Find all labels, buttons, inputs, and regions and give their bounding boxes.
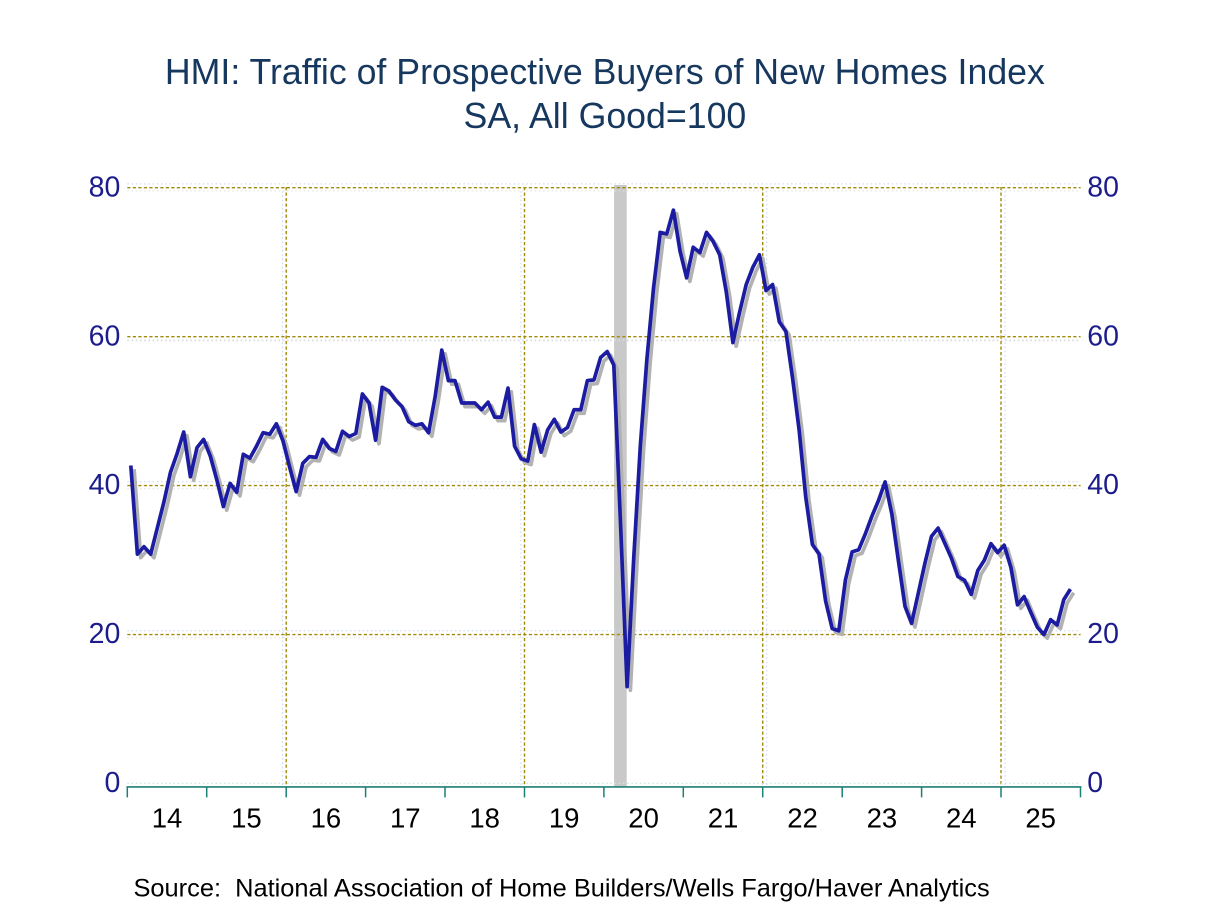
svg-text:20: 20 [1087,618,1119,650]
svg-text:15: 15 [231,803,262,834]
svg-text:21: 21 [708,803,739,834]
svg-text:Source: National Association: Source: National Association of Home Bui… [134,874,990,902]
svg-text:40: 40 [89,469,121,501]
svg-text:23: 23 [867,803,898,834]
svg-text:SA, All Good=100: SA, All Good=100 [464,96,747,136]
svg-text:20: 20 [89,618,121,650]
svg-text:16: 16 [311,803,342,834]
svg-text:19: 19 [549,803,580,834]
svg-text:24: 24 [946,803,977,834]
svg-text:40: 40 [1087,469,1119,501]
svg-text:80: 80 [1087,171,1119,203]
svg-text:0: 0 [1087,767,1103,799]
svg-text:17: 17 [390,803,421,834]
svg-text:25: 25 [1025,803,1056,834]
svg-text:HMI: Traffic of Prospective Bu: HMI: Traffic of Prospective Buyers of Ne… [165,52,1045,92]
svg-text:0: 0 [104,767,120,799]
svg-text:20: 20 [628,803,659,834]
svg-text:18: 18 [469,803,500,834]
svg-text:60: 60 [89,320,121,352]
svg-text:80: 80 [89,171,121,203]
svg-text:22: 22 [787,803,818,834]
svg-text:14: 14 [152,803,183,834]
svg-text:60: 60 [1087,320,1119,352]
